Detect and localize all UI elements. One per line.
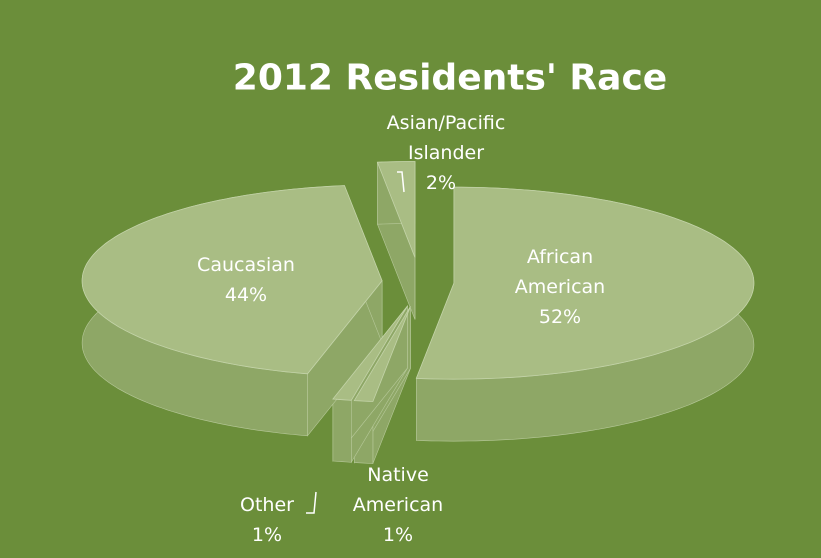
value-label: 44% (224, 284, 268, 306)
slice (353, 306, 411, 402)
value-label: 2% (425, 172, 457, 194)
data-label: Asian/Pacific Islander 2% (376, 108, 506, 198)
data-label: Caucasian 44% (181, 250, 311, 310)
data-label: Native American 1% (333, 460, 463, 550)
data-label: African American 52% (495, 242, 625, 332)
leader-line (397, 171, 405, 193)
category-label: Native American (352, 464, 444, 516)
slice (415, 186, 755, 380)
slice (332, 305, 408, 401)
category-label: Other (240, 494, 294, 516)
value-label: 52% (538, 306, 582, 328)
slice (376, 161, 416, 258)
value-label: 1% (251, 524, 283, 546)
value-label: 1% (382, 524, 414, 546)
data-label: Other 1% (202, 490, 332, 550)
category-label: Asian/Pacific Islander (386, 112, 506, 164)
slice (81, 185, 383, 375)
leader-line (306, 491, 317, 514)
chart-title: 2012 Residents' Race (232, 57, 668, 99)
category-label: Caucasian (197, 254, 295, 276)
slice-side (332, 398, 352, 463)
category-label: African American (514, 246, 606, 298)
